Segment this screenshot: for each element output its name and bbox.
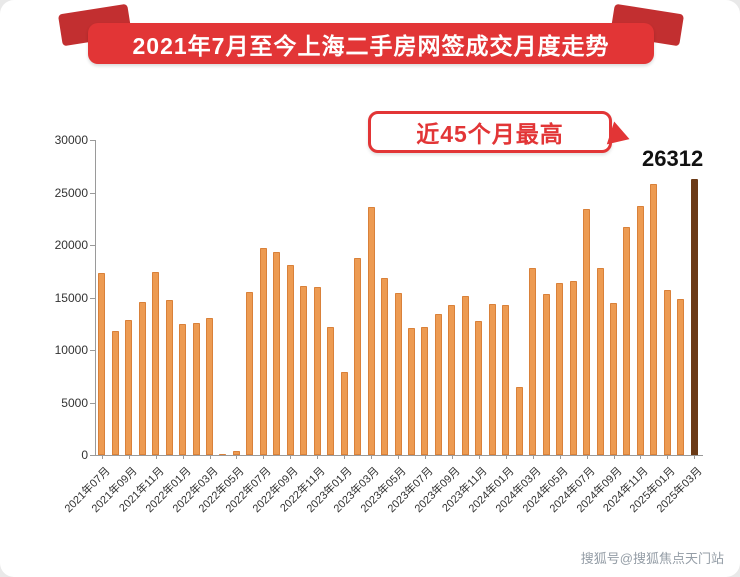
bar xyxy=(125,320,133,455)
bar xyxy=(663,290,671,455)
bar xyxy=(367,207,375,455)
watermark: 搜狐号@搜狐焦点天门站 xyxy=(580,551,724,566)
bar xyxy=(340,372,348,455)
bar xyxy=(636,206,644,455)
bar xyxy=(502,305,510,455)
bar xyxy=(623,227,631,455)
bar xyxy=(394,293,402,455)
x-axis-tick xyxy=(613,455,615,459)
bar xyxy=(610,303,617,455)
x-axis-tick xyxy=(128,455,130,459)
y-axis-label: 20000 xyxy=(54,238,88,252)
bar xyxy=(529,268,537,455)
peak-annotation-box: 近45个月最高 xyxy=(368,111,612,153)
bar xyxy=(448,305,456,455)
banner: 2021年7月至今上海二手房网签成交月度走势 xyxy=(88,23,654,64)
bar xyxy=(192,323,200,455)
x-axis-tick xyxy=(317,455,319,459)
bar xyxy=(232,451,240,455)
bar xyxy=(138,302,146,455)
bar xyxy=(259,248,267,455)
bar xyxy=(408,328,415,455)
bar xyxy=(206,318,213,455)
x-axis-tick xyxy=(209,455,211,459)
x-axis-tick xyxy=(532,455,534,459)
bar xyxy=(273,252,281,455)
y-axis-tick xyxy=(90,245,95,246)
y-axis-tick xyxy=(90,350,95,351)
y-axis-label: 25000 xyxy=(54,185,88,200)
y-axis-label: 0 xyxy=(81,448,88,462)
bar xyxy=(165,300,173,455)
peak-annotation-text: 近45个月最高 xyxy=(416,121,564,147)
bar xyxy=(219,454,227,455)
bar xyxy=(111,331,119,455)
bar xyxy=(650,184,658,455)
bar xyxy=(434,314,442,455)
bar xyxy=(313,287,321,455)
y-axis-tick xyxy=(90,140,95,141)
x-axis-tick xyxy=(640,455,642,459)
x-axis-tick xyxy=(667,455,669,459)
bar xyxy=(461,296,469,455)
x-axis-tick xyxy=(694,455,696,459)
x-axis-tick xyxy=(505,455,507,459)
bar xyxy=(98,273,106,455)
x-axis-tick xyxy=(155,455,157,459)
bar-highlight xyxy=(690,179,698,455)
x-axis-tick xyxy=(101,455,103,459)
bar xyxy=(583,209,590,455)
x-axis-tick xyxy=(290,455,292,459)
x-axis-tick xyxy=(182,455,184,459)
y-axis-label: 30000 xyxy=(54,133,88,147)
bar xyxy=(569,281,577,455)
y-axis-label: 5000 xyxy=(61,395,88,410)
x-axis-tick xyxy=(424,455,426,459)
bar xyxy=(354,258,362,455)
bar xyxy=(246,292,254,455)
bar xyxy=(542,294,550,455)
bar xyxy=(556,283,564,455)
bar xyxy=(488,304,496,455)
bar xyxy=(286,265,294,455)
banner-title: 2021年7月至今上海二手房网签成交月度走势 xyxy=(132,32,610,59)
bar xyxy=(596,268,604,455)
y-axis-tick xyxy=(90,402,95,404)
bar xyxy=(421,327,429,455)
bar xyxy=(475,321,483,455)
y-axis-tick xyxy=(90,455,95,456)
x-axis-tick xyxy=(236,455,238,459)
x-axis-line xyxy=(95,455,703,456)
y-axis-line xyxy=(95,140,96,455)
x-axis-tick xyxy=(478,455,480,459)
bar xyxy=(300,286,308,455)
peak-value-label: 26312 xyxy=(642,146,704,171)
x-axis-tick xyxy=(559,455,561,459)
y-axis-tick xyxy=(90,192,95,194)
y-axis-label: 15000 xyxy=(54,290,88,305)
x-axis-tick xyxy=(371,455,373,459)
x-axis-tick xyxy=(586,455,588,459)
bar xyxy=(179,324,186,455)
x-axis-tick xyxy=(398,455,399,459)
bar xyxy=(152,272,160,455)
x-axis-tick xyxy=(344,455,346,459)
x-axis-tick xyxy=(451,455,453,459)
bar xyxy=(381,278,388,455)
bar xyxy=(327,327,335,455)
y-axis-label: 10000 xyxy=(54,343,88,357)
bar xyxy=(515,387,523,455)
x-axis-tick xyxy=(263,455,265,459)
bar xyxy=(677,299,685,455)
y-axis-tick xyxy=(90,297,95,299)
